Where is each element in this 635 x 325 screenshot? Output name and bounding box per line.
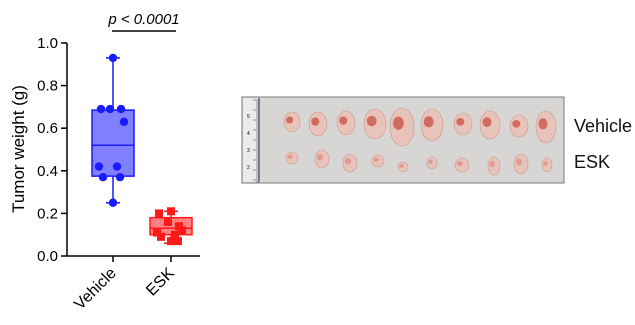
tumor-highlight (489, 161, 495, 168)
ruler-number: 2 (247, 165, 250, 171)
tumor-highlight (399, 164, 404, 168)
tumor-highlight (543, 161, 548, 167)
box-plot-layer (91, 57, 193, 244)
tumor-highlight (316, 154, 324, 161)
y-tick-label: 1.0 (37, 35, 58, 52)
tumor-highlight (366, 115, 377, 127)
data-point (178, 226, 186, 235)
x-tick-label: ESK (143, 265, 178, 300)
data-point (167, 207, 175, 216)
y-tick-label: 0.8 (37, 78, 58, 95)
y-tick-label: 0.4 (37, 163, 58, 180)
y-axis-label: Tumor weight (g) (9, 85, 28, 213)
data-point (108, 198, 118, 207)
data-point (157, 232, 165, 241)
tumor-highlight (311, 117, 320, 126)
y-axis: 0.0 0.2 0.4 0.6 0.8 1.0 (37, 35, 68, 265)
tumor-highlight (393, 116, 404, 130)
tumor-highlight (515, 158, 523, 166)
data-point (119, 117, 129, 127)
data-point (98, 172, 108, 182)
data-point-layer (94, 53, 186, 246)
tumor-highlight (538, 118, 548, 130)
tumor-highlight (344, 158, 352, 165)
data-point (96, 104, 106, 114)
tumor-highlight (339, 116, 348, 125)
tumor-highlight (456, 117, 465, 126)
y-tick-label: 0.2 (37, 205, 58, 222)
tumor-photo: 5 4 3 2 (241, 96, 565, 184)
y-tick-label: 0.0 (37, 248, 58, 265)
data-point (108, 53, 118, 63)
x-axis: Vehicle ESK (67, 255, 200, 314)
tumor-highlight (512, 119, 521, 128)
data-point (115, 172, 125, 182)
data-point (167, 237, 175, 246)
ruler-ticks: 5 4 3 2 (247, 99, 259, 183)
tumor-highlight (423, 116, 434, 128)
data-point (116, 104, 126, 114)
tumor-highlight (482, 117, 492, 128)
data-point (174, 237, 182, 246)
data-point (105, 104, 115, 114)
ruler-number: 3 (247, 148, 250, 154)
data-point (175, 222, 183, 231)
tumor-samples (283, 107, 557, 176)
photo-label-esk: ESK (574, 152, 611, 172)
p-value-label: p < 0.0001 (107, 11, 179, 28)
tumor-highlight (456, 161, 464, 167)
data-point (153, 228, 161, 237)
data-point (94, 162, 104, 171)
ruler-number: 4 (247, 131, 250, 137)
data-point (164, 217, 172, 226)
data-point (171, 230, 179, 239)
data-point (112, 162, 122, 171)
ruler-number: 5 (247, 114, 250, 120)
x-tick-label: Vehicle (71, 265, 120, 314)
tumor-highlight (286, 116, 294, 124)
data-point (155, 209, 163, 218)
tumor-highlight (428, 159, 433, 164)
ruler-strip (243, 98, 259, 182)
y-tick-label: 0.6 (37, 120, 58, 137)
photo-label-vehicle: Vehicle (574, 116, 633, 136)
tumor-highlight (373, 157, 379, 162)
tumor-highlight (287, 154, 293, 159)
